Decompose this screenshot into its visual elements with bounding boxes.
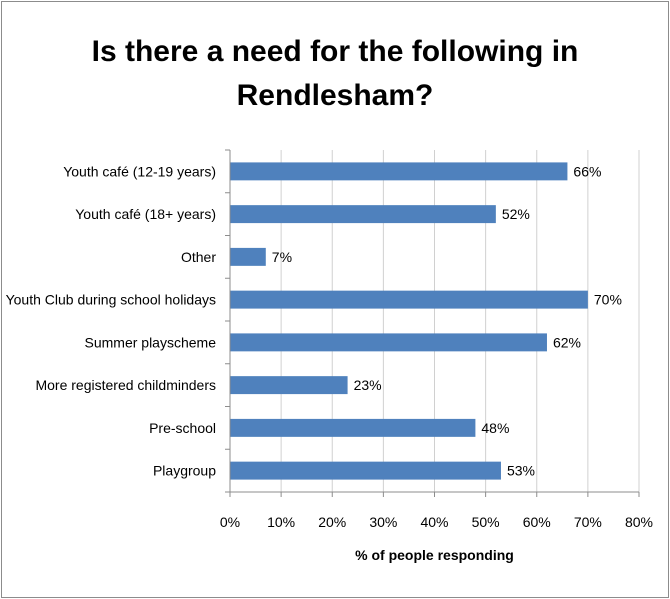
category-label-2: Other <box>181 249 216 265</box>
x-tick-label-8: 80% <box>625 514 653 530</box>
bar-2 <box>230 247 266 266</box>
category-label-6: Pre-school <box>149 420 216 436</box>
bar-0 <box>230 162 568 181</box>
data-label-3: 70% <box>594 292 622 308</box>
data-label-5: 23% <box>354 377 382 393</box>
bar-5 <box>230 376 348 395</box>
data-label-1: 52% <box>502 206 530 222</box>
x-tick-label-3: 30% <box>369 514 397 530</box>
category-label-1: Youth café (18+ years) <box>75 206 216 222</box>
bar-7 <box>230 461 501 480</box>
axes <box>225 149 640 497</box>
category-label-3: Youth Club during school holidays <box>6 292 216 308</box>
chart-title-line-1: Is there a need for the following in <box>91 35 579 68</box>
x-tick-label-4: 40% <box>420 514 448 530</box>
category-label-5: More registered childminders <box>35 377 216 393</box>
gridlines <box>280 150 640 492</box>
x-axis-label: % of people responding <box>355 547 514 563</box>
category-label-4: Summer playscheme <box>85 334 217 350</box>
x-tick-label-1: 10% <box>267 514 295 530</box>
chart-title-line-2: Rendlesham? <box>236 79 434 112</box>
x-tick-label-6: 60% <box>523 514 551 530</box>
category-label-0: Youth café (12-19 years) <box>63 163 216 179</box>
data-label-7: 53% <box>507 463 535 479</box>
data-label-2: 7% <box>272 249 292 265</box>
data-label-4: 62% <box>553 334 581 350</box>
x-tick-label-0: 0% <box>220 514 240 530</box>
labels: 0% 10% 20% 30% 40% 50% 60% 70% 80% Youth café (12… <box>6 163 653 530</box>
bar-3 <box>230 290 588 309</box>
bars <box>230 162 588 480</box>
data-label-0: 66% <box>573 163 601 179</box>
x-tick-label-5: 50% <box>472 514 500 530</box>
x-tick-label-2: 20% <box>318 514 346 530</box>
bar-4 <box>230 333 547 352</box>
data-label-6: 48% <box>481 420 509 436</box>
bar-1 <box>230 205 496 224</box>
bar-6 <box>230 418 476 437</box>
category-label-7: Playgroup <box>153 463 216 479</box>
chart-title: Is there a need for the following in Ren… <box>0 30 670 118</box>
x-tick-label-7: 70% <box>574 514 602 530</box>
